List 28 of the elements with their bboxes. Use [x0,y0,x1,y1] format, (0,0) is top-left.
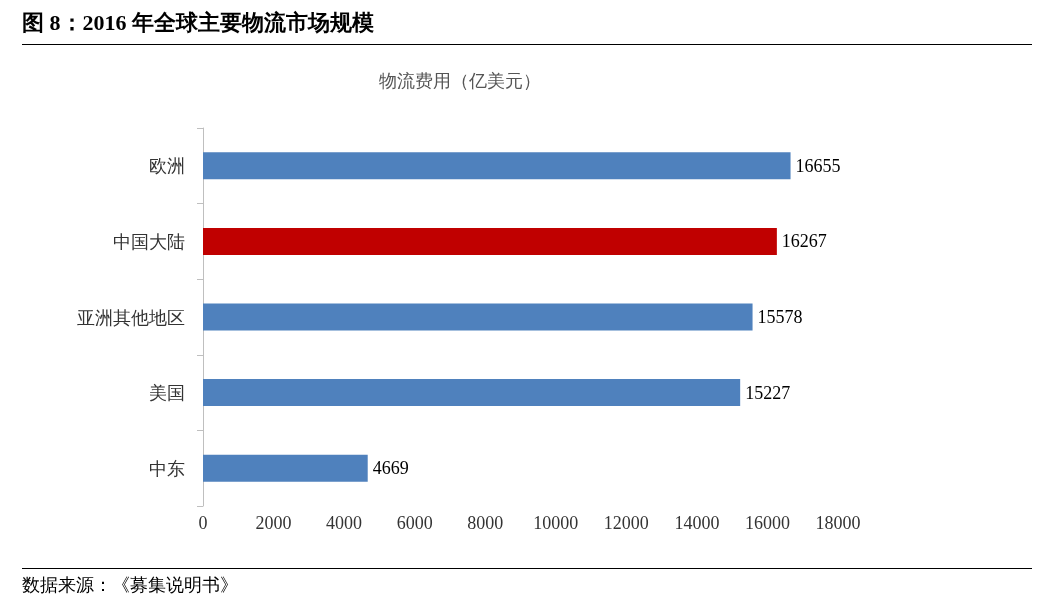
x-tick-label: 18000 [815,513,861,533]
x-tick-label: 16000 [744,513,790,533]
x-tick-label: 4000 [326,513,363,533]
y-tick-label: 中国大陆 [113,230,185,252]
data-label: 15578 [757,307,803,327]
x-tick-label: 14000 [674,513,720,533]
bar [203,454,368,482]
data-label: 4669 [372,458,409,479]
x-tick-label: 10000 [533,513,579,533]
bar [203,379,741,407]
data-label: 16655 [795,155,841,176]
bar [203,227,777,255]
data-label: 16267 [781,231,827,252]
x-tick-label: 12000 [603,513,649,533]
y-tick-label: 中东 [149,457,185,479]
data-label: 15227 [745,382,791,403]
bar [203,303,753,331]
x-tick-label: 2000 [255,513,292,533]
x-tick-label: 0 [198,513,208,533]
chart-title: 图 8：2016 年全球主要物流市场规模 [22,8,1032,45]
x-tick-label: 8000 [467,513,504,533]
y-tick-label: 美国 [149,382,185,404]
x-tick-label: 6000 [396,513,433,533]
bar [203,152,791,180]
y-tick-label: 亚洲其他地区 [77,306,185,328]
source-note: 数据来源：《募集说明书》 [22,568,1032,597]
y-tick-label: 欧洲 [149,155,185,177]
chart-subtitle: 物流费用（亿美元） [379,69,541,91]
